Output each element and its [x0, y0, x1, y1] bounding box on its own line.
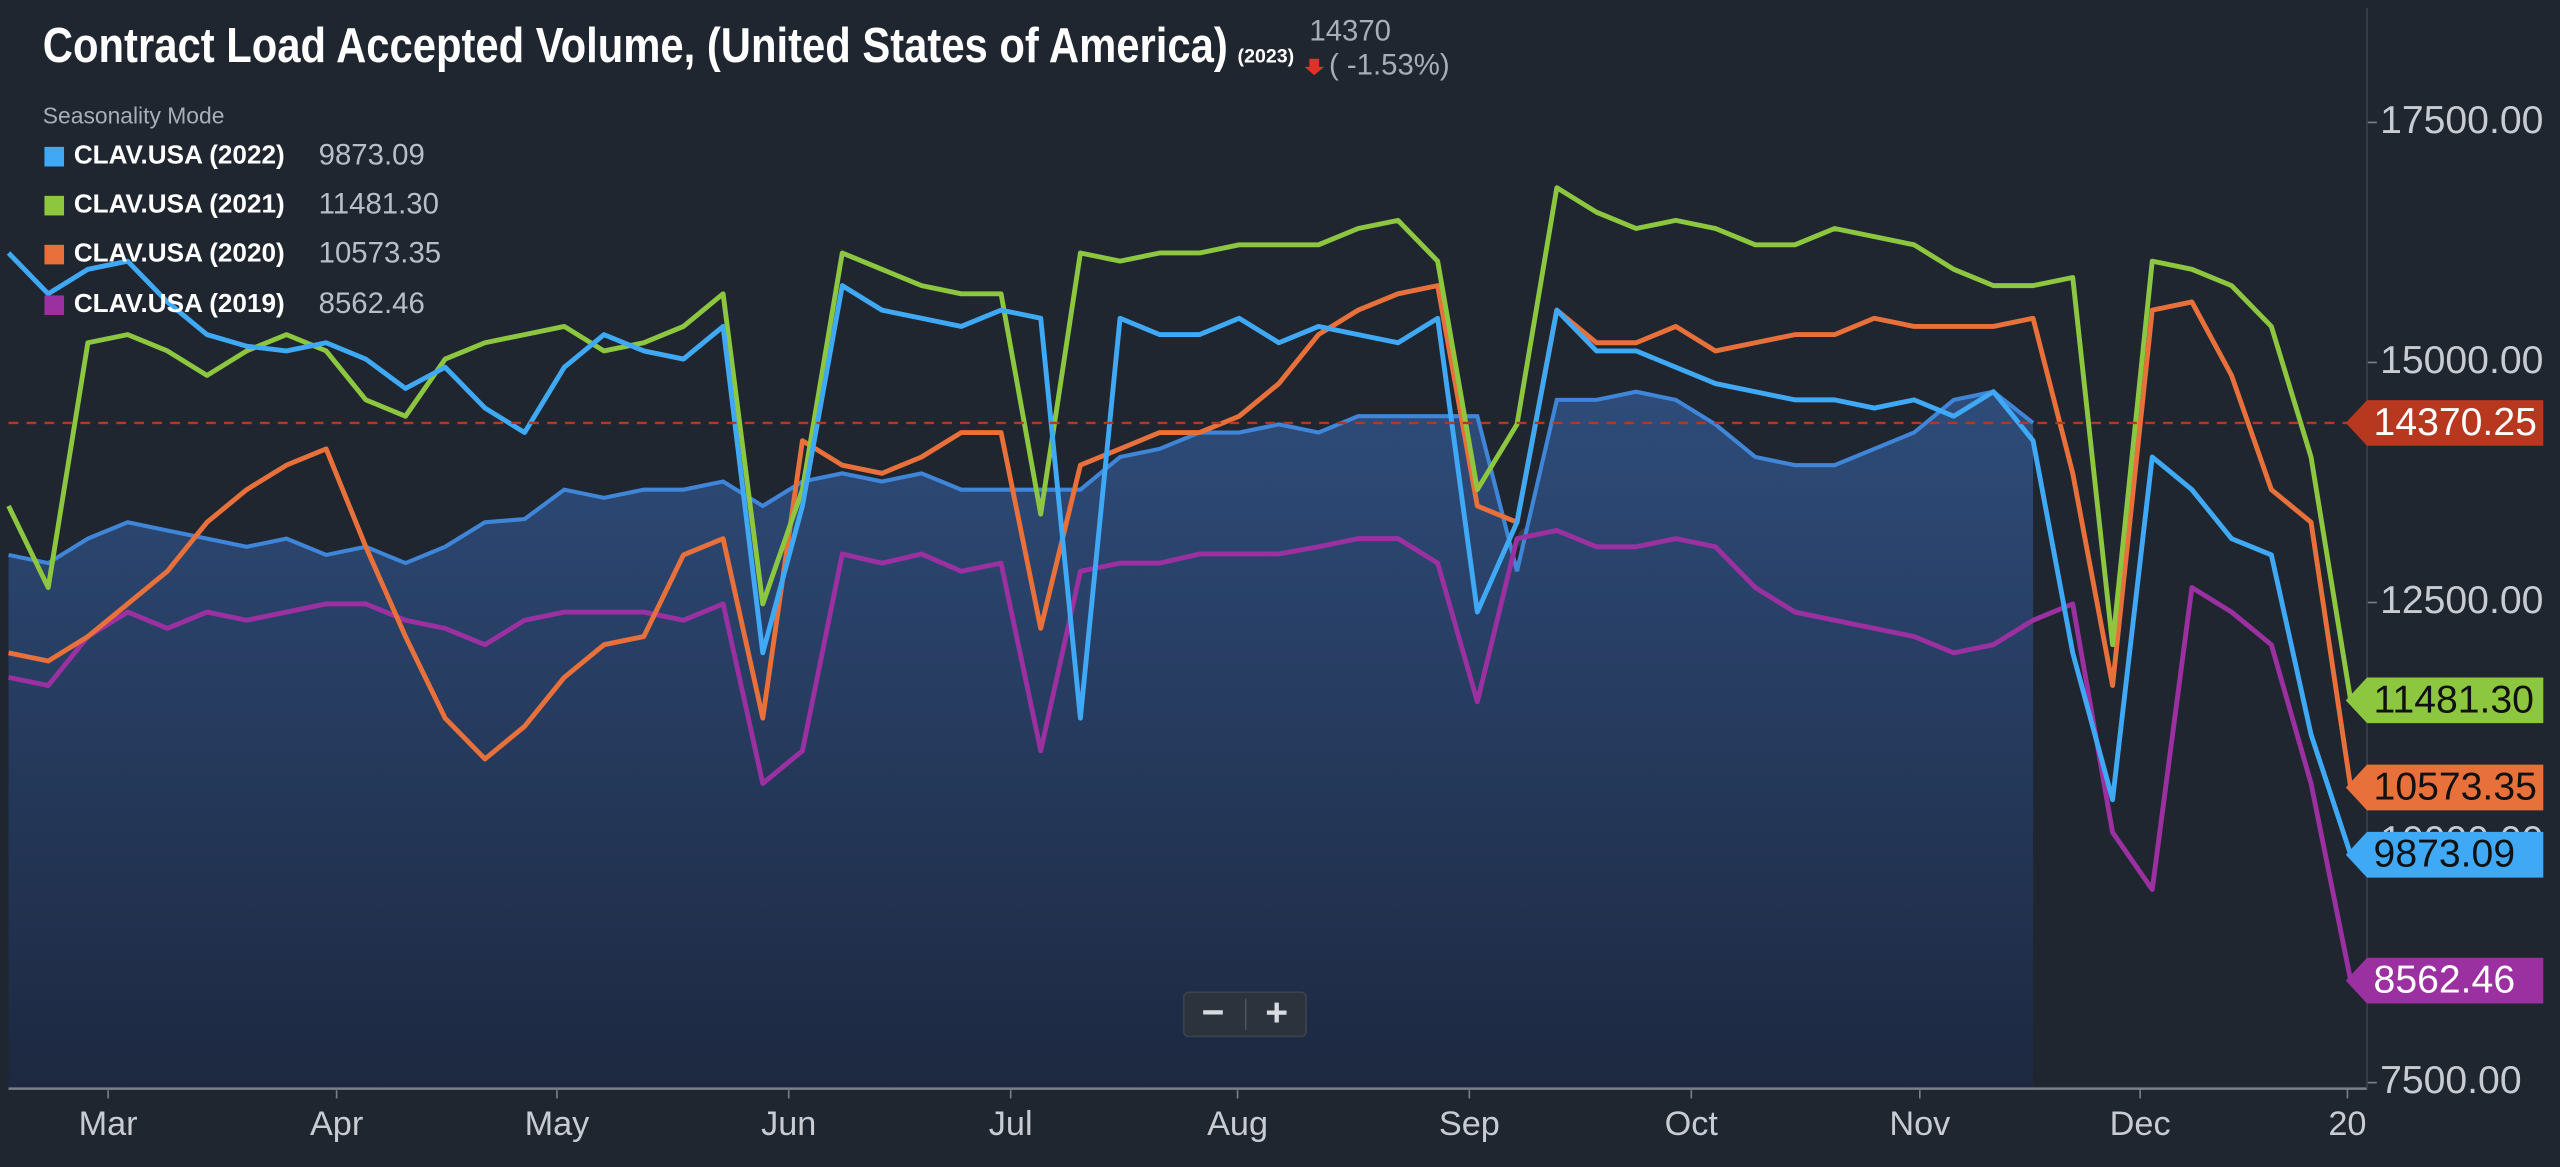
legend-value: 9873.09 — [319, 138, 425, 171]
legend-value: 10573.35 — [319, 236, 441, 269]
legend-value: 11481.30 — [319, 187, 439, 220]
down-arrow — [1304, 58, 1325, 76]
legend-swatch — [44, 244, 65, 265]
value-tag-label: 10573.35 — [2374, 765, 2537, 808]
overlay: Contract Load Accepted Volume, (United S… — [43, 14, 2544, 1143]
x-tick-label: Jun — [761, 1105, 816, 1143]
value-tag — [2345, 400, 2544, 446]
value-tag-label: 8562.46 — [2374, 959, 2516, 1002]
current-value: 14370 — [1309, 14, 1391, 47]
x-tick-label: May — [525, 1105, 591, 1143]
series-line — [8, 283, 2354, 788]
legend-label: CLAV.USA (2020) — [74, 238, 285, 268]
plot-area: FREIGHTWAVESSONAR — [6, 121, 2377, 1099]
legend-label: CLAV.USA (2019) — [74, 288, 285, 318]
legend-swatch — [44, 295, 65, 316]
series-line — [6, 185, 2354, 701]
x-tick-label: Dec — [2110, 1105, 2171, 1143]
legend-label: CLAV.USA (2022) — [74, 140, 285, 170]
legend-swatch — [44, 195, 65, 216]
zoom-in-button[interactable]: + — [1265, 992, 1288, 1035]
x-tick-label: Nov — [1889, 1105, 1951, 1143]
title-suffix: (2023) — [1238, 45, 1295, 67]
value-tag — [2345, 831, 2544, 878]
value-tag-label: 14370.25 — [2374, 401, 2537, 444]
chart-title: Contract Load Accepted Volume, (United S… — [43, 19, 1228, 73]
legend-title: Seasonality Mode — [43, 103, 225, 129]
x-tick-label: Sep — [1439, 1105, 1500, 1143]
x-tick-label: Aug — [1207, 1105, 1268, 1143]
value-tag-label: 11481.30 — [2374, 678, 2534, 721]
current-line — [8, 389, 2035, 572]
legend-value: 8562.46 — [319, 287, 425, 320]
y-tick-label: 7500.00 — [2380, 1059, 2522, 1102]
x-tick-label: 20 — [2328, 1105, 2366, 1143]
y-tick-label: 12500.00 — [2380, 579, 2543, 622]
x-tick-label: Mar — [79, 1105, 138, 1143]
value-tag — [2345, 764, 2544, 811]
value-tag-label: 9873.09 — [2374, 833, 2516, 876]
x-tick-label: Jul — [989, 1105, 1033, 1143]
current-area — [8, 391, 2034, 1091]
y-tick-label: 17500.00 — [2380, 99, 2543, 142]
y-tick-label: 15000.00 — [2380, 339, 2543, 382]
zoom-control: − + — [1182, 991, 1307, 1038]
value-tag — [2345, 957, 2544, 1004]
legend-swatch — [44, 146, 65, 167]
x-tick-label: Oct — [1665, 1105, 1719, 1143]
series-line — [6, 251, 2354, 856]
legend-label: CLAV.USA (2021) — [74, 189, 285, 219]
zoom-out-button[interactable]: − — [1202, 992, 1225, 1035]
change-label: ( -1.53%) — [1329, 49, 1450, 82]
value-tag — [2345, 677, 2544, 724]
x-tick-label: Apr — [310, 1105, 363, 1143]
